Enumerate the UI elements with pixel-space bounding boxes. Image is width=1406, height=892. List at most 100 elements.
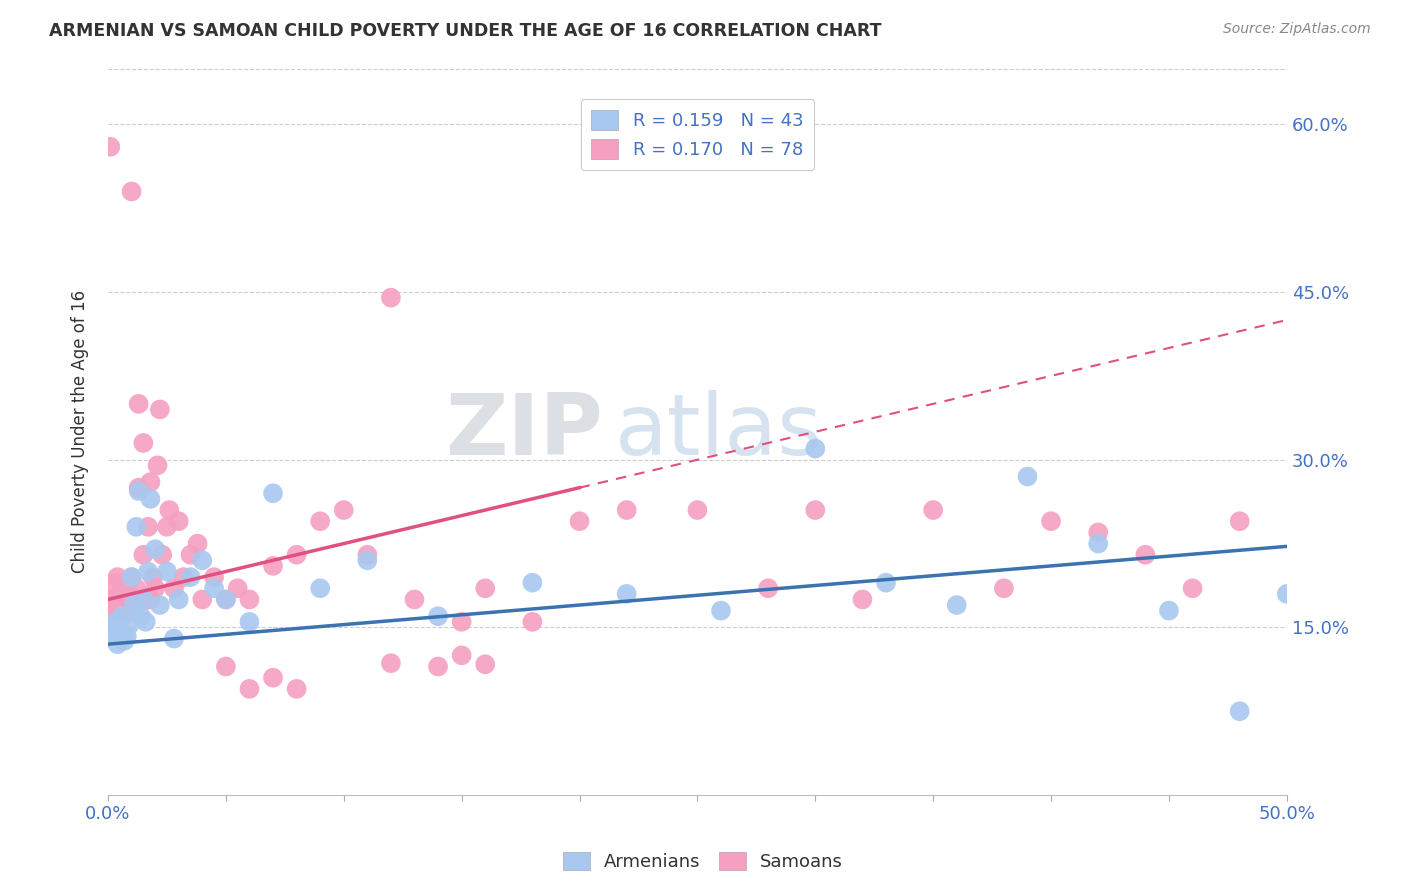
Point (1275, 587, 1298, 601)
Point (1087, 525, 1109, 540)
Point (1181, 582, 1204, 596)
Point (568, 514, 591, 528)
Point (1229, 514, 1251, 528)
Point (118, 592, 141, 607)
Point (111, 609, 134, 624)
Point (172, 570, 194, 584)
Point (104, 615, 127, 629)
Point (356, 553, 378, 567)
Point (616, 503, 638, 517)
Point (146, 458, 169, 473)
Point (215, 592, 238, 607)
Point (238, 615, 260, 629)
Point (1087, 536, 1109, 550)
Point (104, 575, 127, 590)
Point (616, 587, 638, 601)
Point (122, 604, 145, 618)
Point (114, 633, 136, 648)
Point (710, 604, 733, 618)
Point (108, 587, 131, 601)
Point (101, 604, 124, 618)
Point (135, 592, 157, 607)
Point (380, 656, 402, 670)
Point (114, 604, 136, 618)
Point (167, 592, 190, 607)
Point (1017, 469, 1039, 483)
Point (163, 582, 186, 596)
Point (128, 397, 150, 411)
Point (202, 582, 225, 596)
Point (108, 623, 131, 637)
Point (115, 582, 138, 596)
Point (118, 618, 141, 632)
Point (262, 558, 284, 573)
Point (108, 604, 131, 618)
Point (132, 592, 155, 607)
Point (404, 592, 426, 607)
Point (686, 503, 709, 517)
Point (474, 582, 496, 596)
Point (804, 442, 827, 456)
Point (427, 659, 450, 673)
Point (139, 475, 162, 489)
Point (129, 609, 152, 624)
Point (450, 648, 472, 663)
Point (150, 548, 173, 562)
Point (114, 592, 136, 607)
Point (121, 185, 143, 199)
Point (215, 659, 238, 673)
Point (107, 637, 129, 651)
Point (136, 565, 159, 579)
Point (129, 592, 152, 607)
Point (332, 503, 354, 517)
Text: atlas: atlas (614, 391, 823, 474)
Point (285, 681, 308, 696)
Point (191, 553, 214, 567)
Point (179, 570, 201, 584)
Text: Source: ZipAtlas.com: Source: ZipAtlas.com (1223, 22, 1371, 37)
Point (149, 598, 172, 612)
Point (163, 632, 186, 646)
Point (474, 657, 496, 672)
Point (136, 520, 159, 534)
Point (262, 486, 284, 500)
Point (132, 436, 155, 450)
Point (132, 548, 155, 562)
Point (226, 582, 249, 596)
Point (1157, 604, 1180, 618)
Point (215, 592, 238, 607)
Point (187, 536, 209, 550)
Point (139, 491, 162, 506)
Legend: R = 0.159   N = 43, R = 0.170   N = 78: R = 0.159 N = 43, R = 0.170 N = 78 (581, 99, 814, 169)
Point (427, 609, 450, 624)
Point (115, 598, 138, 612)
Point (179, 548, 201, 562)
Point (309, 514, 332, 528)
Point (945, 598, 967, 612)
Point (122, 598, 145, 612)
Text: ZIP: ZIP (446, 391, 603, 474)
Legend: Armenians, Samoans: Armenians, Samoans (555, 845, 851, 879)
Point (121, 570, 143, 584)
Point (851, 592, 873, 607)
Point (167, 514, 190, 528)
Point (156, 565, 179, 579)
Point (98, 626, 121, 640)
Point (121, 570, 143, 584)
Point (993, 582, 1015, 596)
Point (1229, 704, 1251, 718)
Point (149, 402, 172, 417)
Point (875, 575, 897, 590)
Point (756, 582, 779, 596)
Point (115, 629, 138, 643)
Point (450, 615, 472, 629)
Point (238, 681, 260, 696)
Point (262, 671, 284, 685)
Y-axis label: Child Poverty Under the Age of 16: Child Poverty Under the Age of 16 (72, 290, 89, 574)
Point (104, 592, 127, 607)
Point (121, 592, 143, 607)
Point (522, 615, 544, 629)
Point (191, 592, 214, 607)
Point (101, 620, 124, 634)
Point (128, 481, 150, 495)
